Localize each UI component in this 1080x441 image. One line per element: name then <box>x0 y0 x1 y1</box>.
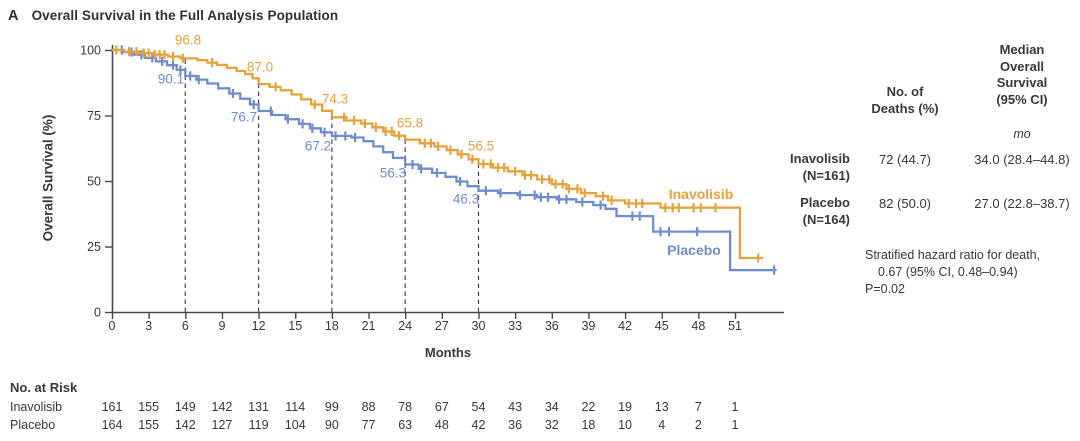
at-risk-value: 78 <box>398 400 413 414</box>
at-risk-value: 131 <box>248 400 270 414</box>
at-risk-value: 155 <box>138 418 160 432</box>
at-risk-value: 2 <box>694 418 702 432</box>
median-os-unit: mo <box>1013 127 1031 141</box>
x-tick-label: 33 <box>508 319 522 333</box>
survival-annotation-inavolisib: 87.0 <box>246 59 274 75</box>
row-label-inavolisib: Inavolisib (N=161) <box>790 151 850 183</box>
at-risk-value: 161 <box>101 400 123 414</box>
at-risk-value: 149 <box>174 400 196 414</box>
x-tick-label: 12 <box>252 319 266 333</box>
x-tick-label: 24 <box>398 319 412 333</box>
survival-annotation-inavolisib: 74.3 <box>321 91 349 107</box>
at-risk-value: 142 <box>211 400 233 414</box>
figure-title-text: Overall Survival in the Full Analysis Po… <box>31 8 339 23</box>
at-risk-value: 90 <box>324 418 339 432</box>
hazard-ratio-note: Stratified hazard ratio for death, 0.67 … <box>865 248 1041 296</box>
at-risk-value: 34 <box>544 400 559 414</box>
at-risk-header: No. at Risk <box>10 380 78 395</box>
x-tick-label: 9 <box>218 319 225 333</box>
x-tick-label: 39 <box>581 319 595 333</box>
row-label-placebo: Placebo (N=164) <box>800 195 850 227</box>
deaths-inavolisib: 72 (44.7) <box>878 152 932 167</box>
at-risk-row-label-placebo: Placebo <box>10 418 56 432</box>
km-curve-placebo <box>112 48 777 272</box>
figure-title: A Overall Survival in the Full Analysis P… <box>8 8 338 24</box>
at-risk-value: 114 <box>285 400 306 414</box>
survival-annotation-inavolisib: 96.8 <box>174 32 202 48</box>
survival-annotation-inavolisib: 65.8 <box>396 115 424 131</box>
median-os-inavolisib: 34.0 (28.4–44.8) <box>974 152 1070 167</box>
series-label-placebo: Placebo <box>667 242 721 258</box>
x-tick-label: 0 <box>109 319 116 333</box>
km-curve-inavolisib <box>112 48 764 260</box>
at-risk-value: 77 <box>361 418 376 432</box>
at-risk-value: 104 <box>284 418 306 432</box>
x-tick-label: 45 <box>655 319 669 333</box>
at-risk-value: 19 <box>618 400 633 414</box>
y-tick-label: 100 <box>80 43 101 57</box>
x-tick-label: 42 <box>618 319 632 333</box>
survival-annotation-placebo: 90.1 <box>157 71 185 87</box>
y-tick-label: 25 <box>87 240 101 254</box>
x-tick-label: 21 <box>362 319 376 333</box>
x-axis-title: Months <box>424 345 472 360</box>
deaths-column-header: No. of Deaths (%) <box>871 84 939 116</box>
at-risk-value: 142 <box>174 418 196 432</box>
at-risk-value: 155 <box>138 400 160 414</box>
survival-annotation-placebo: 56.3 <box>379 165 407 181</box>
at-risk-value: 18 <box>581 418 596 432</box>
survival-annotation-placebo: 76.7 <box>230 109 258 125</box>
x-tick-label: 36 <box>545 319 559 333</box>
at-risk-value: 32 <box>544 418 559 432</box>
at-risk-value: 1 <box>731 400 739 414</box>
at-risk-value: 10 <box>618 418 633 432</box>
at-risk-value: 22 <box>581 400 596 414</box>
at-risk-value: 42 <box>471 418 486 432</box>
x-tick-label: 51 <box>728 319 742 333</box>
x-tick-label: 6 <box>182 319 189 333</box>
x-tick-label: 48 <box>691 319 705 333</box>
x-tick-label: 15 <box>288 319 302 333</box>
at-risk-value: 164 <box>101 418 123 432</box>
at-risk-value: 48 <box>434 418 449 432</box>
deaths-placebo: 82 (50.0) <box>878 196 932 211</box>
survival-annotation-inavolisib: 56.5 <box>467 138 495 154</box>
at-risk-value: 54 <box>471 400 486 414</box>
at-risk-row-label-inavolisib: Inavolisib <box>10 400 63 414</box>
at-risk-value: 119 <box>248 418 269 432</box>
panel-letter: A <box>8 8 19 24</box>
at-risk-value: 4 <box>658 418 666 432</box>
at-risk-value: 36 <box>508 418 523 432</box>
at-risk-value: 7 <box>694 400 702 414</box>
at-risk-value: 63 <box>398 418 413 432</box>
median-os-column-header: Median Overall Survival (95% CI) <box>996 42 1048 107</box>
y-axis-title: Overall Survival (%) <box>40 114 56 242</box>
x-tick-label: 27 <box>435 319 449 333</box>
survival-annotation-placebo: 46.3 <box>452 191 480 207</box>
at-risk-value: 67 <box>434 400 449 414</box>
survival-annotation-placebo: 67.2 <box>304 138 332 154</box>
at-risk-value: 43 <box>508 400 523 414</box>
median-os-placebo: 27.0 (22.8–38.7) <box>974 196 1070 211</box>
at-risk-value: 13 <box>654 400 669 414</box>
at-risk-value: 88 <box>361 400 376 414</box>
x-tick-label: 18 <box>325 319 339 333</box>
y-tick-label: 50 <box>87 174 101 188</box>
at-risk-value: 99 <box>324 400 339 414</box>
x-tick-label: 30 <box>472 319 486 333</box>
y-tick-label: 75 <box>87 109 101 123</box>
at-risk-value: 1 <box>731 418 739 432</box>
x-tick-label: 3 <box>145 319 152 333</box>
y-tick-label: 0 <box>94 305 101 319</box>
series-label-inavolisib: Inavolisib <box>668 186 734 202</box>
at-risk-value: 127 <box>211 418 233 432</box>
